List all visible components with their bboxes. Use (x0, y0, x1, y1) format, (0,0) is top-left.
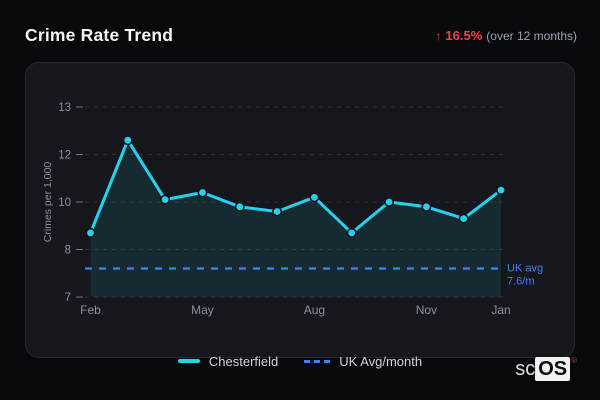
y-axis-title: Crimes per 1,000 (42, 162, 54, 243)
data-point-feb (85, 227, 96, 238)
legend-item-uk-avg[interactable]: UK Avg/month (304, 354, 422, 369)
trend-up-arrow-icon: ↑ (435, 28, 442, 43)
data-point-oct (384, 197, 395, 208)
data-point-jul (272, 206, 283, 217)
y-tick-label: 7 (65, 292, 71, 304)
area-fill (90, 140, 501, 297)
data-point-sep (346, 227, 357, 238)
y-tick-label: 13 (58, 102, 71, 114)
x-tick-label: May (191, 303, 214, 317)
y-tick-label: 12 (58, 150, 71, 162)
trend-value: 16.5% (445, 27, 483, 43)
page-title: Crime Rate Trend (25, 24, 174, 45)
data-point-may (197, 187, 208, 198)
data-point-mar (122, 135, 133, 146)
y-tick-label: 10 (58, 197, 71, 209)
trend-period: (over 12 months) (486, 28, 577, 43)
chart-card (25, 62, 575, 358)
dashed-line-swatch-icon (304, 359, 331, 363)
logo-prefix: sc (515, 358, 536, 380)
series-line-chesterfield (89, 138, 503, 235)
legend-label: UK Avg/month (339, 353, 423, 369)
uk-avg-annotation-line2: 7.6/m (507, 276, 535, 288)
chart-legend: Chesterfield UK Avg/month (0, 352, 600, 370)
header: Crime Rate Trend ↑ 16.5% (over 12 months… (25, 22, 577, 48)
registered-trademark-icon: ® (571, 356, 577, 365)
data-point-jun (234, 201, 245, 212)
legend-item-chesterfield[interactable]: Chesterfield (177, 353, 279, 369)
x-tick-label: Nov (416, 303, 437, 317)
scos-logo: sc OS ® (515, 357, 577, 381)
x-tick-label: Feb (80, 303, 101, 317)
trend-indicator: ↑ 16.5% (over 12 months) (435, 28, 577, 43)
uk-avg-annotation-line1: UK avg (507, 263, 543, 275)
logo-box: OS (535, 357, 571, 381)
solid-line-swatch-icon (177, 359, 200, 363)
data-point-apr (160, 194, 171, 205)
data-point-aug (309, 192, 320, 203)
y-tick-label: 8 (65, 245, 71, 257)
legend-label: Chesterfield (208, 353, 279, 369)
data-point-nov (421, 201, 432, 212)
data-point-jan (495, 185, 506, 196)
x-tick-label: Jan (491, 303, 510, 317)
data-point-dec (458, 213, 469, 224)
x-tick-label: Aug (304, 303, 325, 317)
